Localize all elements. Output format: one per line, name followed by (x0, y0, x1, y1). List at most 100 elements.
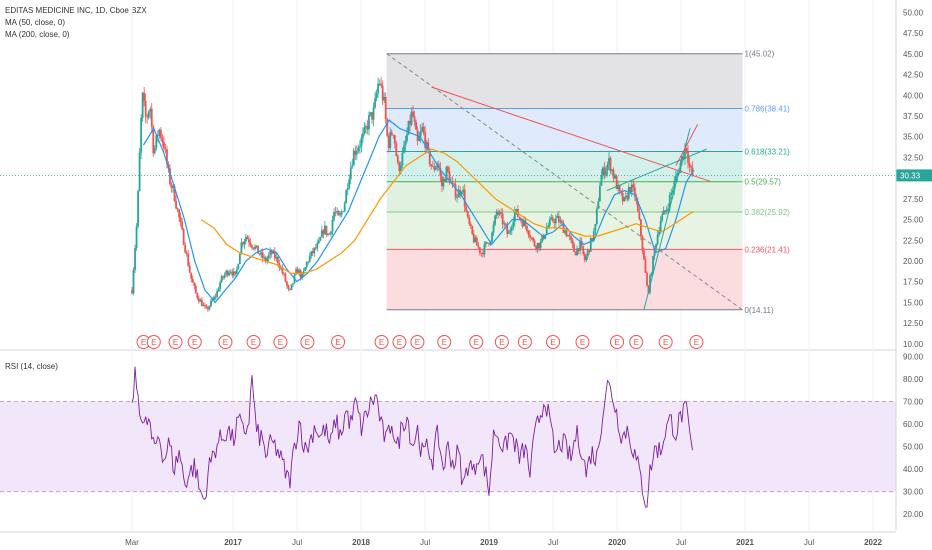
candle-body (222, 276, 225, 278)
candle-body (229, 271, 232, 273)
candle-body (355, 151, 358, 155)
earnings-event-icon (629, 335, 644, 349)
earnings-event-icon (689, 335, 704, 349)
candle-body (424, 132, 427, 149)
trendline (606, 148, 707, 192)
candle-body (409, 120, 411, 125)
candle-body (205, 306, 208, 308)
candle-body (204, 305, 206, 307)
candle-body (567, 235, 569, 237)
candle-body (547, 225, 550, 228)
earnings-event-label: E (663, 338, 668, 347)
candle-body (346, 187, 349, 191)
candle-body (396, 156, 399, 163)
candle-body (562, 222, 565, 233)
candle-body (559, 220, 562, 223)
time-tick-label: 2022 (864, 538, 882, 547)
candle-body (521, 220, 524, 227)
candle-body (603, 167, 606, 176)
candle-body (223, 274, 226, 278)
earnings-event-label: E (151, 338, 156, 347)
candle-body (131, 290, 133, 294)
candle-body (401, 152, 404, 166)
candle-body (611, 169, 613, 172)
candle-body (564, 230, 566, 233)
candle-body (577, 248, 580, 251)
fib-zone (386, 249, 743, 310)
earnings-event-icon (187, 335, 202, 349)
candle-body (249, 242, 252, 246)
candle-body (324, 225, 326, 234)
candle-body (465, 206, 468, 212)
candle-body (208, 306, 211, 310)
earnings-event-label: E (522, 338, 527, 347)
candle-body (556, 215, 559, 219)
candle-body (439, 167, 442, 177)
earnings-event-icon (437, 335, 452, 349)
candle-body (655, 244, 657, 249)
rsi-panel (0, 366, 896, 508)
candle-body (632, 184, 635, 188)
candle-body (140, 117, 143, 153)
candle-body (636, 201, 639, 212)
candle-body (527, 230, 530, 235)
candle-body (670, 192, 673, 195)
candle-body (263, 257, 266, 259)
candle-body (276, 256, 279, 264)
candle-body (623, 197, 626, 202)
last-price-label: 30.33 (900, 171, 921, 180)
ma50-legend: MA (50, close, 0) (5, 18, 66, 27)
candle-body (548, 219, 551, 226)
candle-body (393, 135, 396, 145)
candle-body (207, 307, 209, 310)
candle-body (378, 83, 381, 85)
candle-body (172, 186, 174, 188)
candle-body (539, 241, 542, 249)
candle-body (392, 134, 395, 136)
candle-body (595, 208, 598, 224)
candle-body (328, 233, 331, 235)
candle-body (419, 131, 422, 137)
candle-body (147, 111, 150, 118)
candle-body (676, 172, 679, 176)
candle-body (477, 245, 480, 248)
candle-body (626, 195, 629, 200)
candle-body (261, 252, 264, 259)
candle-body (365, 126, 367, 128)
candle-body (589, 238, 592, 252)
candle-body (193, 282, 196, 286)
candle-body (523, 220, 525, 227)
price-tick-label: 12.50 (903, 319, 924, 328)
candle-body (246, 236, 249, 240)
candle-body (591, 238, 594, 241)
candle-body (340, 211, 343, 215)
earnings-event-icon (410, 335, 425, 349)
earnings-event-icon (168, 335, 183, 349)
earnings-event-icon (218, 335, 233, 349)
earnings-event-icon (517, 335, 532, 349)
candle-body (586, 250, 589, 257)
candle-body (495, 211, 498, 216)
candle-body (545, 227, 548, 235)
candle-body (360, 137, 363, 147)
candle-body (542, 235, 545, 239)
candle-body (343, 203, 346, 212)
candle-body (155, 135, 158, 149)
candle-body (381, 85, 384, 101)
candle-body (269, 251, 272, 255)
candle-body (179, 217, 182, 222)
candle-body (336, 211, 338, 213)
price-tick-label: 15.00 (903, 298, 924, 307)
candle-body (639, 219, 642, 237)
candle-body (232, 271, 235, 276)
candle-body (399, 165, 402, 172)
candle-body (164, 148, 167, 150)
earnings-event-label: E (223, 338, 228, 347)
candle-body (665, 209, 668, 212)
trendline (431, 86, 711, 182)
candle-body (463, 189, 466, 207)
candle-body (600, 175, 603, 186)
fib-level-label: 0.618(33.21) (744, 148, 790, 157)
